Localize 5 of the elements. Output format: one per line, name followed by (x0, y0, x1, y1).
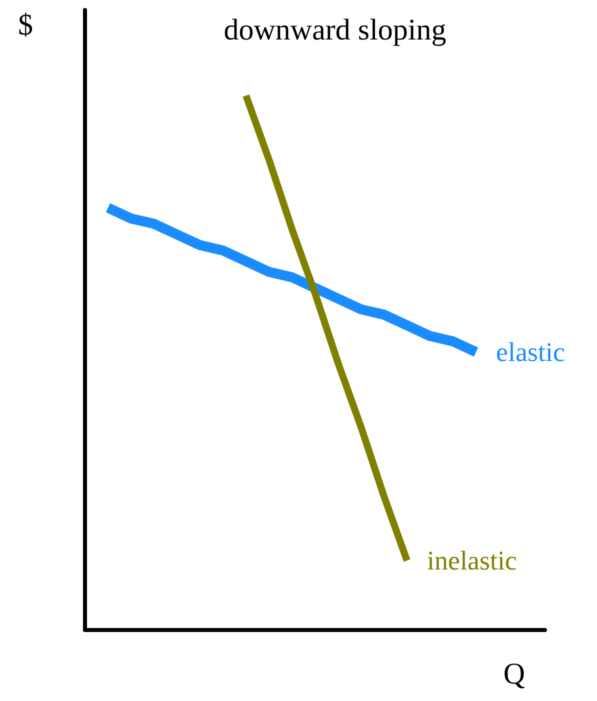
x-axis-title: Q (503, 658, 526, 690)
y-axis-title: $ (18, 8, 33, 42)
chart-title: downward sloping (224, 14, 446, 46)
series-label: inelastic (427, 546, 517, 576)
series-label: elastic (496, 337, 565, 368)
